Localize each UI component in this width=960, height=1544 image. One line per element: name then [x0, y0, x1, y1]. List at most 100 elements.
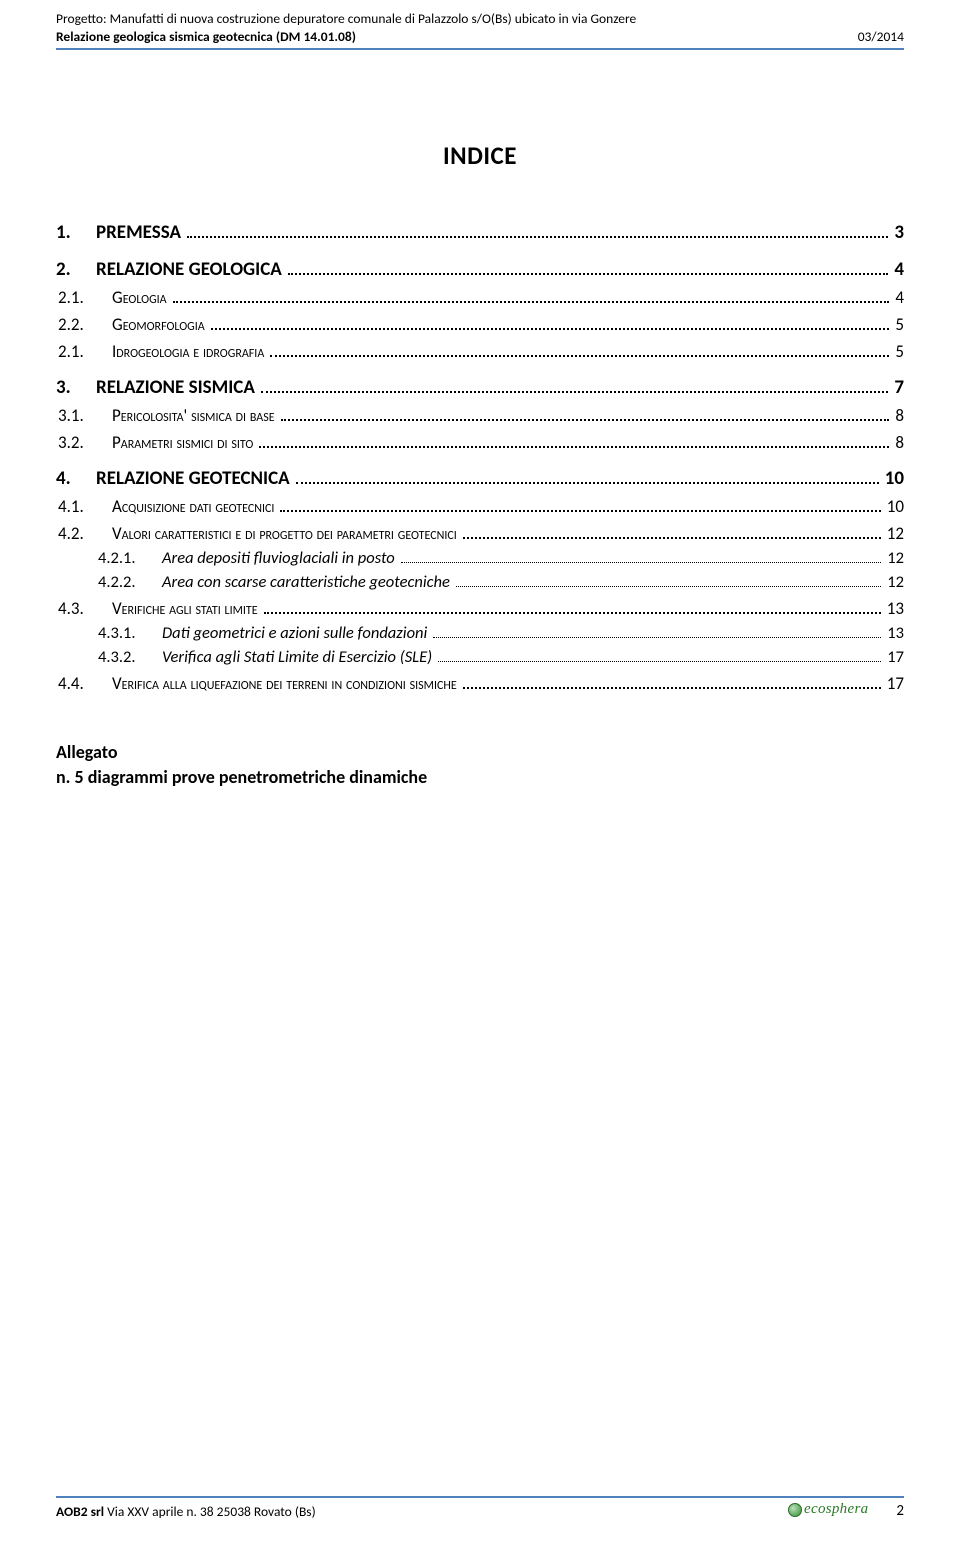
header-doc-title: Relazione geologica sismica geotecnica (… [56, 28, 356, 46]
toc-page: 8 [891, 432, 904, 453]
toc-entry: 4.1.Acquisizione dati geotecnici 10 [56, 496, 904, 517]
toc-number: 4.4. [56, 673, 112, 694]
toc-number: 4.2. [56, 523, 112, 544]
toc-page: 17 [883, 673, 904, 694]
toc-page: 12 [883, 523, 904, 544]
toc-leader-dots [456, 573, 881, 587]
page-title: INDICE [56, 140, 904, 171]
toc-page: 5 [891, 341, 904, 362]
toc-page: 12 [883, 548, 904, 568]
toc-number: 3.2. [56, 432, 112, 453]
footer-right: ecosphera 2 [788, 1502, 904, 1520]
toc-label: Verifica agli Stati Limite di Esercizio … [162, 647, 436, 667]
globe-icon [788, 1503, 802, 1517]
ecosphera-logo: ecosphera [788, 1501, 868, 1518]
document-header: Progetto: Manufatti di nuova costruzione… [56, 10, 904, 50]
footer-rule [56, 1496, 904, 1498]
toc-page: 4 [890, 258, 904, 281]
header-rule [56, 48, 904, 50]
toc-page: 12 [883, 572, 904, 592]
toc-leader-dots [211, 316, 890, 330]
toc-entry: 4.3.1.Dati geometrici e azioni sulle fon… [56, 623, 904, 643]
toc-page: 10 [883, 496, 904, 517]
toc-label: Geomorfologia [112, 314, 209, 335]
toc-page: 3 [890, 221, 904, 244]
toc-number: 4.3.1. [98, 623, 162, 643]
toc-label: Verifiche agli stati limite [112, 598, 262, 619]
allegato-block: Allegato n. 5 diagrammi prove penetromet… [56, 740, 904, 789]
page-number: 2 [896, 1502, 904, 1520]
toc-label: RELAZIONE GEOTECNICA [96, 467, 294, 490]
toc-leader-dots [259, 434, 889, 448]
toc-entry: 4.3.2.Verifica agli Stati Limite di Eser… [56, 647, 904, 667]
toc-number: 4.3.2. [98, 647, 162, 667]
toc-leader-dots [433, 624, 881, 638]
toc-label: RELAZIONE GEOLOGICA [96, 258, 286, 281]
toc-label: Parametri sismici di sito [112, 432, 257, 453]
toc-number: 3.1. [56, 405, 112, 426]
toc-number: 2. [56, 258, 96, 281]
toc-entry: 3.1.Pericolosita' sismica di base 8 [56, 405, 904, 426]
toc-label: Acquisizione dati geotecnici [112, 496, 278, 517]
toc-leader-dots [280, 498, 880, 512]
toc-label: PREMESSA [96, 221, 185, 244]
toc-number: 2.1. [56, 341, 112, 362]
toc-entry: 4.3.Verifiche agli stati limite 13 [56, 598, 904, 619]
toc-leader-dots [261, 377, 889, 393]
document-footer: AOB2 srl Via XXV aprile n. 38 25038 Rova… [56, 1494, 904, 1520]
toc-entry: 4.RELAZIONE GEOTECNICA 10 [56, 467, 904, 490]
toc-number: 2.2. [56, 314, 112, 335]
toc-number: 1. [56, 221, 96, 244]
toc-leader-dots [463, 675, 881, 689]
toc-entry: 4.2.1.Area depositi fluvioglaciali in po… [56, 548, 904, 568]
toc-page: 10 [881, 467, 904, 490]
toc-page: 8 [891, 405, 904, 426]
toc-number: 4.3. [56, 598, 112, 619]
table-of-contents: 1.PREMESSA32.RELAZIONE GEOLOGICA42.1.Geo… [56, 221, 904, 694]
toc-page: 5 [891, 314, 904, 335]
toc-page: 13 [883, 623, 904, 643]
toc-entry: 4.2.Valori caratteristici e di progetto … [56, 523, 904, 544]
toc-leader-dots [270, 343, 889, 357]
toc-entry: 2.RELAZIONE GEOLOGICA 4 [56, 258, 904, 281]
toc-leader-dots [463, 525, 881, 539]
toc-label: Verifica alla liquefazione dei terreni i… [112, 673, 461, 694]
toc-label: Area depositi fluvioglaciali in posto [162, 548, 399, 568]
toc-label: Area con scarse caratteristiche geotecni… [162, 572, 454, 592]
toc-label: Geologia [112, 287, 171, 308]
toc-leader-dots [438, 648, 881, 662]
toc-label: Dati geometrici e azioni sulle fondazion… [162, 623, 431, 643]
allegato-line1: Allegato [56, 740, 904, 764]
toc-label: Pericolosita' sismica di base [112, 405, 279, 426]
toc-label: Idrogeologia e idrografia [112, 341, 268, 362]
toc-page: 17 [883, 647, 904, 667]
toc-leader-dots [401, 549, 882, 563]
toc-entry: 1.PREMESSA 3 [56, 221, 904, 244]
toc-entry: 4.2.2.Area con scarse caratteristiche ge… [56, 572, 904, 592]
toc-number: 4. [56, 467, 96, 490]
toc-page: 7 [890, 376, 904, 399]
toc-entry: 2.2.Geomorfologia 5 [56, 314, 904, 335]
logo-text: ecosphera [804, 1501, 868, 1518]
toc-entry: 3.2.Parametri sismici di sito 8 [56, 432, 904, 453]
footer-company: AOB2 srl [56, 1503, 104, 1520]
toc-number: 4.2.1. [98, 548, 162, 568]
toc-entry: 4.4.Verifica alla liquefazione dei terre… [56, 673, 904, 694]
footer-left: AOB2 srl Via XXV aprile n. 38 25038 Rova… [56, 1503, 316, 1520]
toc-leader-dots [264, 600, 881, 614]
toc-number: 4.2.2. [98, 572, 162, 592]
toc-entry: 3.RELAZIONE SISMICA 7 [56, 376, 904, 399]
toc-leader-dots [173, 289, 890, 303]
toc-leader-dots [281, 407, 890, 421]
toc-number: 2.1. [56, 287, 112, 308]
toc-number: 3. [56, 376, 96, 399]
toc-page: 13 [883, 598, 904, 619]
toc-entry: 2.1.Idrogeologia e idrografia 5 [56, 341, 904, 362]
toc-leader-dots [296, 468, 879, 484]
toc-page: 4 [891, 287, 904, 308]
header-project-line: Progetto: Manufatti di nuova costruzione… [56, 10, 904, 28]
footer-address: Via XXV aprile n. 38 25038 Rovato (Bs) [104, 1503, 316, 1520]
toc-number: 4.1. [56, 496, 112, 517]
toc-leader-dots [187, 222, 888, 238]
toc-label: RELAZIONE SISMICA [96, 376, 259, 399]
